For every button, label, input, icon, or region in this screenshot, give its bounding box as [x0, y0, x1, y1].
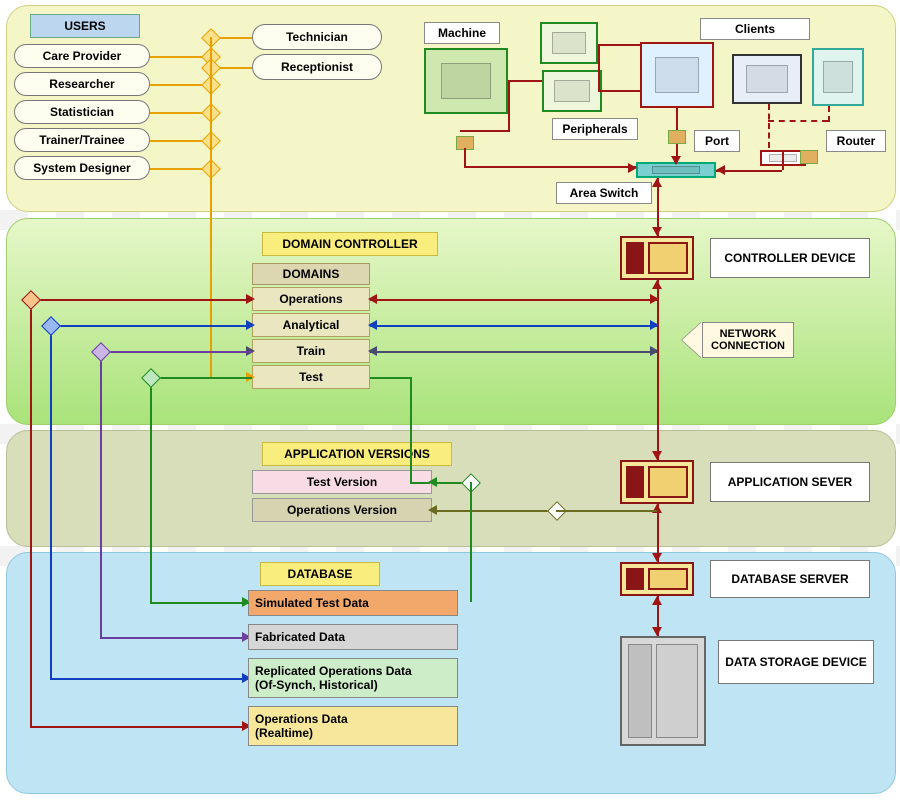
data-storage-label: DATA STORAGE DEVICE — [718, 640, 874, 684]
laptop-icon — [732, 54, 802, 104]
arrow-icon — [652, 227, 662, 236]
connector — [100, 637, 248, 639]
connector — [370, 325, 657, 327]
user-role-0: Care Provider — [14, 44, 150, 68]
database-row-3: Operations Data (Realtime) — [248, 706, 458, 746]
arrow-icon — [368, 294, 377, 304]
connector — [470, 482, 472, 602]
connector — [598, 44, 600, 90]
domain-row-2: Train — [252, 339, 370, 363]
app-version-row-0: Test Version — [252, 470, 432, 494]
connector — [410, 377, 412, 482]
connector — [410, 482, 430, 484]
database-server-label: DATABASE SERVER — [710, 560, 870, 598]
connector — [657, 280, 659, 460]
arrow-icon — [716, 165, 725, 175]
connector — [464, 166, 636, 168]
connector — [432, 510, 556, 512]
connector — [598, 90, 640, 92]
arrow-icon — [652, 280, 662, 289]
connector — [460, 130, 510, 132]
connector — [150, 602, 248, 604]
arrow-icon — [671, 156, 681, 165]
port-label: Port — [694, 130, 740, 152]
arrow-icon — [428, 505, 437, 515]
peripherals-label: Peripherals — [552, 118, 638, 140]
connector — [50, 325, 252, 327]
pda-icon — [812, 48, 864, 106]
connector — [50, 678, 248, 680]
arrow-icon — [652, 553, 662, 562]
user-role-extra-1: Receptionist — [252, 54, 382, 80]
arrow-icon — [652, 596, 662, 605]
application-versions-title: APPLICATION VERSIONS — [262, 442, 452, 466]
domain-controller-title: DOMAIN CONTROLLER — [262, 232, 438, 256]
domain-row-1: Analytical — [252, 313, 370, 337]
database-row-1: Fabricated Data — [248, 624, 458, 650]
app-version-row-1: Operations Version — [252, 498, 432, 522]
user-role-4: System Designer — [14, 156, 150, 180]
user-role-3: Trainer/Trainee — [14, 128, 150, 152]
data-storage-icon — [620, 636, 706, 746]
connector — [100, 351, 102, 637]
connector — [676, 108, 677, 110]
controller-device-icon — [620, 236, 694, 280]
connector — [100, 351, 252, 353]
connector — [828, 106, 830, 122]
network-connection-label: NETWORKCONNECTION — [682, 322, 832, 358]
connector — [370, 377, 410, 379]
connector — [464, 148, 466, 166]
connector — [248, 602, 249, 604]
user-role-extra-0: Technician — [252, 24, 382, 50]
scanner-icon — [540, 22, 598, 64]
user-role-1: Researcher — [14, 72, 150, 96]
printer-icon — [542, 70, 602, 112]
connector — [508, 80, 510, 130]
connector — [768, 120, 828, 122]
connector — [30, 299, 252, 301]
connector — [150, 377, 152, 602]
area_switch-label: Area Switch — [556, 182, 652, 204]
database-server-icon — [620, 562, 694, 596]
plug-icon — [800, 150, 818, 164]
application-server-icon — [620, 460, 694, 504]
connector — [782, 150, 784, 170]
arrow-icon — [652, 627, 662, 636]
controller-device-label: CONTROLLER DEVICE — [710, 238, 870, 278]
database-row-2: Replicated Operations Data (Of-Synch, Hi… — [248, 658, 458, 698]
connector — [768, 104, 770, 148]
desktop-icon — [640, 42, 714, 108]
arrow-icon — [368, 346, 377, 356]
connector — [370, 299, 657, 301]
machine-label: Machine — [424, 22, 500, 44]
connector — [150, 377, 252, 379]
application-server-label: APPLICATION SEVER — [710, 462, 870, 502]
connector — [30, 299, 32, 726]
connector — [30, 726, 248, 728]
domains-header: DOMAINS — [252, 263, 370, 285]
users-header: USERS — [30, 14, 140, 38]
database-title: DATABASE — [260, 562, 380, 586]
plug-icon — [668, 130, 686, 144]
arrow-icon — [368, 320, 377, 330]
connector — [598, 44, 640, 46]
connector — [50, 325, 52, 678]
domain-row-3: Test — [252, 365, 370, 389]
user-role-2: Statistician — [14, 100, 150, 124]
arrow-icon — [628, 163, 637, 173]
router-label: Router — [826, 130, 886, 152]
machine-icon — [424, 48, 508, 114]
connector — [370, 351, 657, 353]
arrow-icon — [652, 178, 662, 187]
clients-label: Clients — [700, 18, 810, 40]
domain-row-0: Operations — [252, 287, 370, 311]
connector — [508, 80, 542, 82]
database-row-0: Simulated Test Data — [248, 590, 458, 616]
arrow-icon — [652, 451, 662, 460]
connector — [556, 510, 657, 512]
connector — [760, 170, 782, 172]
